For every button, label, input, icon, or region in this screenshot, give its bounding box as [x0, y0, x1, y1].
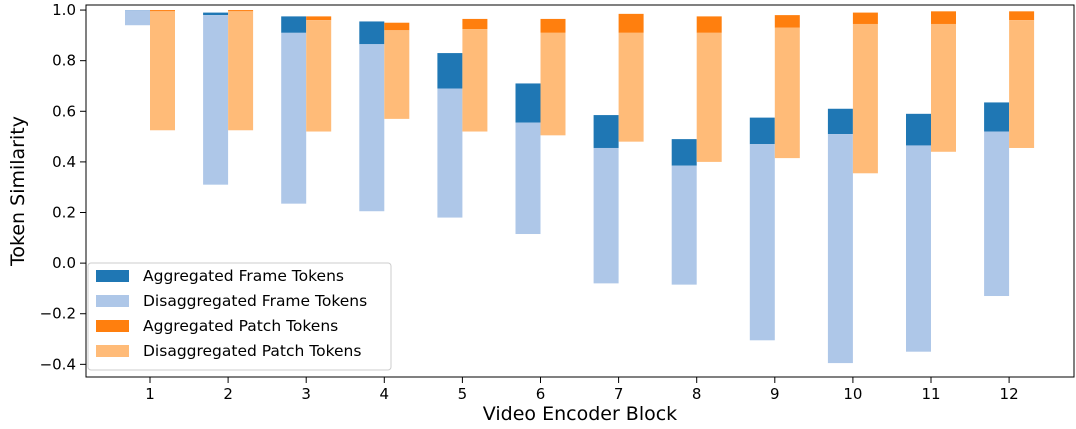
bars-layer [125, 10, 1035, 364]
bar-frame-aggregated-block-7 [593, 115, 619, 148]
legend-swatch [96, 345, 129, 357]
y-tick-label: 0.0 [52, 254, 76, 272]
bar-frame-disaggregated-block-8 [671, 165, 697, 285]
bar-frame-disaggregated-block-3 [281, 32, 307, 204]
bar-patch-aggregated-block-2 [228, 10, 254, 12]
bar-patch-aggregated-block-5 [462, 18, 488, 30]
bar-frame-disaggregated-block-6 [515, 122, 541, 235]
bar-frame-aggregated-block-4 [359, 21, 385, 45]
bar-patch-disaggregated-block-11 [931, 23, 956, 152]
y-tick-label: 0.6 [52, 102, 76, 120]
x-tick-label: 12 [1000, 385, 1019, 403]
bar-frame-aggregated-block-11 [906, 113, 931, 146]
bar-frame-aggregated-block-8 [671, 139, 697, 166]
x-tick-label: 7 [614, 385, 624, 403]
bar-patch-aggregated-block-7 [618, 13, 644, 33]
bar-frame-disaggregated-block-12 [984, 131, 1010, 297]
bar-frame-aggregated-block-3 [281, 16, 307, 33]
bar-frame-aggregated-block-2 [203, 12, 229, 16]
bar-patch-aggregated-block-4 [384, 22, 410, 31]
x-tick-label: 9 [770, 385, 780, 403]
bar-frame-disaggregated-block-4 [359, 44, 385, 212]
bar-frame-aggregated-block-9 [749, 117, 775, 145]
bar-patch-disaggregated-block-5 [462, 29, 488, 132]
y-tick-label: 0.2 [52, 204, 76, 222]
bar-frame-disaggregated-block-1 [125, 10, 150, 26]
bar-frame-disaggregated-block-9 [749, 144, 775, 341]
bar-patch-aggregated-block-12 [1009, 11, 1035, 21]
legend-label: Aggregated Frame Tokens [143, 267, 344, 285]
bar-patch-aggregated-block-1 [150, 10, 175, 12]
bar-patch-disaggregated-block-4 [384, 30, 410, 119]
bar-frame-disaggregated-block-7 [593, 147, 619, 284]
legend-box [87, 262, 392, 371]
bar-frame-aggregated-block-5 [437, 53, 463, 89]
y-tick-label: −0.2 [40, 305, 76, 323]
legend-label: Disaggregated Frame Tokens [143, 292, 367, 310]
legend-swatch [96, 295, 129, 307]
y-axis: −0.4 −0.2 0.0 0.2 0.4 0.6 0.8 1.0 [40, 1, 86, 373]
bar-patch-disaggregated-block-8 [696, 32, 722, 162]
bar-patch-disaggregated-block-10 [852, 23, 878, 174]
x-axis-label: Video Encoder Block [483, 403, 677, 425]
bar-frame-aggregated-block-6 [515, 83, 541, 123]
bar-patch-disaggregated-block-3 [306, 20, 332, 132]
bar-patch-disaggregated-block-6 [540, 32, 566, 136]
y-tick-label: 1.0 [52, 1, 76, 19]
bar-frame-disaggregated-block-11 [906, 145, 931, 352]
x-tick-label: 3 [301, 385, 311, 403]
y-tick-label: 0.8 [52, 52, 76, 70]
bar-patch-aggregated-block-3 [306, 16, 332, 21]
bar-frame-disaggregated-block-5 [437, 88, 463, 218]
legend: Aggregated Frame Tokens Disaggregated Fra… [87, 262, 392, 371]
bar-frame-disaggregated-block-10 [827, 134, 853, 364]
x-tick-label: 11 [921, 385, 940, 403]
bar-frame-aggregated-block-10 [827, 108, 853, 135]
bar-frame-disaggregated-block-2 [203, 15, 229, 185]
x-tick-label: 8 [692, 385, 702, 403]
bar-patch-aggregated-block-9 [774, 15, 800, 28]
bar-patch-aggregated-block-6 [540, 18, 566, 33]
bar-patch-disaggregated-block-7 [618, 32, 644, 142]
bar-patch-aggregated-block-8 [696, 16, 722, 33]
y-tick-label: 0.4 [52, 153, 76, 171]
legend-swatch [96, 270, 129, 282]
x-tick-label: 4 [380, 385, 390, 403]
x-tick-label: 1 [145, 385, 155, 403]
y-axis-label: Token Similarity [7, 116, 29, 267]
bar-frame-aggregated-block-12 [984, 102, 1010, 132]
bar-patch-disaggregated-block-2 [228, 11, 254, 131]
bar-patch-disaggregated-block-1 [150, 11, 175, 131]
x-tick-label: 5 [458, 385, 468, 403]
plot-frame [85, 4, 1075, 378]
bar-patch-aggregated-block-11 [931, 11, 956, 24]
legend-label: Aggregated Patch Tokens [143, 317, 338, 335]
bar-patch-aggregated-block-10 [852, 12, 878, 24]
bar-patch-disaggregated-block-9 [774, 27, 800, 159]
legend-swatch [96, 320, 129, 332]
y-tick-label: −0.4 [40, 355, 76, 373]
x-tick-label: 6 [536, 385, 546, 403]
x-tick-label: 10 [843, 385, 862, 403]
bar-patch-disaggregated-block-12 [1009, 20, 1035, 148]
x-tick-label: 2 [223, 385, 233, 403]
x-axis: 1 2 3 4 5 6 7 8 9 10 11 12 [145, 377, 1019, 403]
legend-label: Disaggregated Patch Tokens [143, 342, 361, 360]
